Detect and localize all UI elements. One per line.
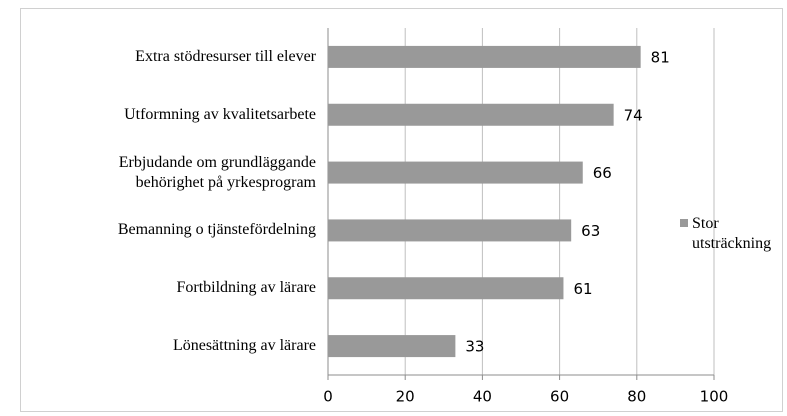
y-tick-label: Lönesättning av lärare — [172, 337, 316, 355]
x-tick-label: 20 — [396, 388, 415, 406]
data-label: 63 — [581, 222, 600, 240]
x-tick-label: 40 — [473, 388, 492, 406]
x-tick-label: 60 — [550, 388, 569, 406]
data-label: 66 — [593, 164, 612, 182]
x-tick-label: 0 — [323, 388, 333, 406]
y-tick-label: Bemanning o tjänstefördelning — [117, 221, 316, 239]
data-label: 74 — [624, 106, 643, 124]
y-tick-label: Fortbildning av lärare — [176, 279, 316, 297]
bar — [328, 219, 572, 242]
x-tick-label: 80 — [627, 388, 646, 406]
x-tick-label: 100 — [700, 388, 729, 406]
data-label: 33 — [465, 338, 484, 356]
bar — [328, 103, 614, 126]
chart-border — [20, 8, 783, 412]
y-tick-label: Erbjudande om grundläggande behörighet p… — [118, 153, 316, 191]
legend-swatch — [680, 219, 688, 227]
y-tick-label: Utformning av kvalitetsarbete — [124, 105, 316, 123]
bar — [328, 335, 456, 358]
data-label: 61 — [573, 280, 592, 298]
data-label: 81 — [651, 48, 670, 66]
bar — [328, 45, 641, 68]
y-tick-label: Extra stödresurser till elever — [135, 47, 316, 65]
legend-label: Stor utsträckning — [692, 215, 772, 252]
bar — [328, 161, 583, 184]
bar — [328, 277, 564, 300]
